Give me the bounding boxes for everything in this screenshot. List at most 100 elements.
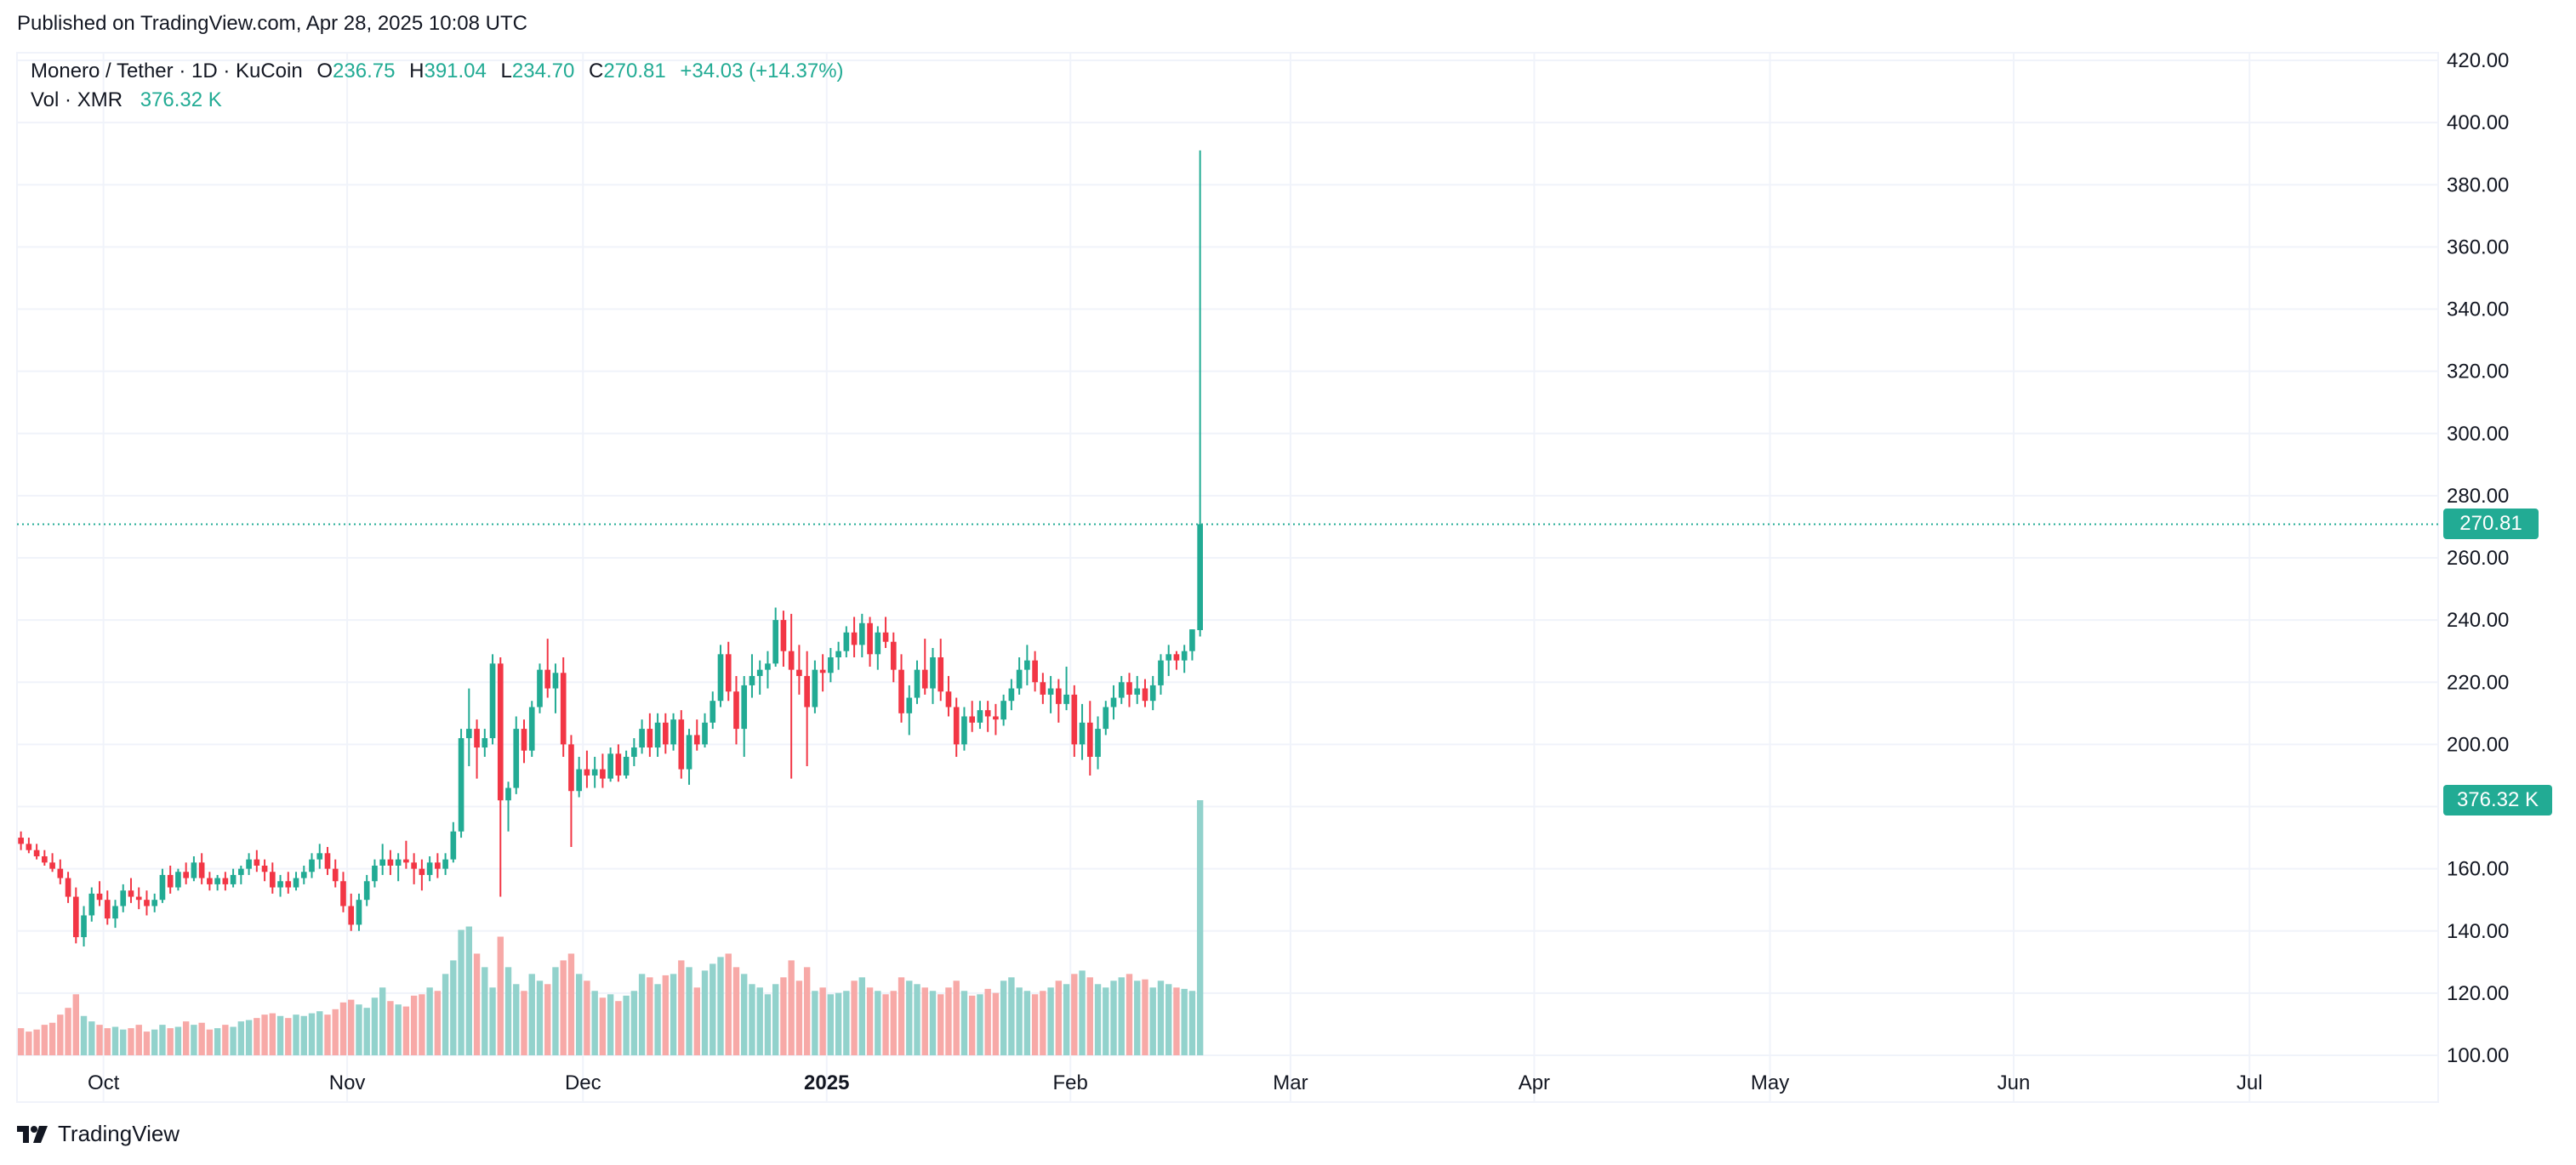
candle-body — [741, 685, 748, 730]
volume-bar — [191, 1025, 197, 1055]
last-volume-tag: 376.32 K — [2443, 785, 2552, 816]
x-tick-label: Jul — [2237, 1071, 2263, 1094]
candle-body — [1032, 660, 1038, 683]
candle-body — [1095, 729, 1101, 757]
candle-body — [1197, 524, 1203, 631]
candle-body — [828, 657, 834, 673]
volume-bar — [285, 1018, 292, 1055]
y-tick-label: 200.00 — [2447, 733, 2509, 756]
volume-bar — [237, 1021, 245, 1055]
candle-body — [835, 651, 841, 657]
y-tick-label: 400.00 — [2447, 111, 2509, 134]
candle-body — [1024, 660, 1030, 670]
legend-symbol[interactable]: Monero / Tether · 1D · KuCoin — [31, 60, 303, 82]
candle-body — [435, 862, 441, 869]
volume-bar — [647, 977, 653, 1055]
candle-body — [639, 729, 645, 748]
candle-body — [348, 906, 355, 925]
candle-body — [788, 651, 795, 670]
volume-bar — [678, 960, 685, 1055]
candle-body — [316, 853, 323, 860]
volume-bar — [749, 984, 755, 1055]
candle-body — [717, 654, 724, 702]
volume-bar — [732, 967, 740, 1055]
volume-bar — [371, 997, 379, 1055]
candle-body — [804, 675, 810, 708]
volume-bar — [906, 980, 913, 1055]
volume-bar — [276, 1015, 284, 1055]
volume-bar — [395, 1004, 402, 1055]
candle-body — [733, 691, 739, 730]
volume-bar — [1086, 977, 1093, 1055]
volume-bar — [324, 1014, 331, 1055]
candle-body — [537, 669, 543, 708]
candle-body — [890, 641, 897, 670]
legend-volume-label[interactable]: Vol · XMR — [31, 88, 123, 111]
candle-body — [395, 859, 402, 866]
volume-bar — [489, 987, 496, 1055]
candle-body — [1016, 669, 1023, 689]
candle-body — [1118, 682, 1125, 698]
price-axis[interactable]: 100.00120.00140.00160.00180.00200.00220.… — [2447, 49, 2509, 1067]
candle-body — [552, 673, 559, 689]
candle-body — [867, 622, 873, 655]
tradingview-logo-icon — [17, 1125, 48, 1143]
volume-bar — [1094, 984, 1102, 1055]
volume-bar — [120, 1029, 127, 1055]
volume-bar — [1071, 974, 1078, 1055]
candle-body — [1126, 682, 1132, 695]
candle-body — [426, 862, 433, 875]
x-tick-label: Feb — [1053, 1071, 1088, 1094]
volume-bar — [575, 974, 583, 1055]
volume-bar — [339, 1002, 347, 1055]
time-axis[interactable]: Oct Nov Dec 2025 Feb Mar Apr May Jun Jul — [88, 1071, 2263, 1094]
candle-body — [442, 859, 448, 869]
candle-body — [465, 729, 472, 739]
y-tick-label: 160.00 — [2447, 858, 2509, 881]
candle-body — [859, 622, 865, 645]
candle-body — [772, 620, 779, 664]
volume-bar — [48, 1022, 56, 1055]
volume-bar — [65, 1008, 71, 1055]
volume-bar — [693, 987, 700, 1055]
candle-body — [1056, 688, 1062, 704]
candle-body — [246, 859, 252, 869]
candle-body — [953, 707, 960, 745]
x-tick-label: Dec — [565, 1071, 601, 1094]
candle-body — [521, 729, 527, 751]
volume-bar — [898, 977, 905, 1055]
candle-body — [568, 744, 574, 792]
candle-body — [710, 701, 716, 723]
candle-body — [175, 872, 181, 888]
candle-body — [57, 868, 64, 878]
candle-body — [65, 878, 71, 897]
volume-bar — [308, 1013, 316, 1055]
candle-body — [921, 669, 928, 689]
y-tick-label: 100.00 — [2447, 1044, 2509, 1067]
candle-body — [135, 896, 142, 901]
candle-body — [938, 657, 944, 692]
candle-body — [458, 738, 464, 832]
volume-bar — [914, 984, 920, 1055]
candle-body — [222, 878, 229, 884]
volume-bar — [1000, 980, 1007, 1055]
volume-bar — [756, 987, 763, 1055]
candle-body — [332, 868, 339, 882]
candle-body — [1158, 660, 1164, 685]
candle-body — [1008, 688, 1015, 702]
candle-body — [591, 769, 598, 776]
volume-bar — [300, 1015, 307, 1055]
volume-bar — [504, 967, 512, 1055]
volume-bar — [135, 1025, 142, 1055]
volume-bar — [269, 1013, 276, 1055]
volume-bar — [426, 987, 433, 1055]
volume-bar — [96, 1025, 103, 1055]
volume-bar — [686, 967, 692, 1055]
candle-body — [214, 878, 220, 884]
tradingview-logo[interactable]: TradingView — [17, 1121, 180, 1147]
volume-bar — [143, 1031, 151, 1055]
volume-bar — [348, 999, 355, 1055]
volume-bar — [968, 995, 976, 1055]
volume-bar — [977, 994, 983, 1055]
